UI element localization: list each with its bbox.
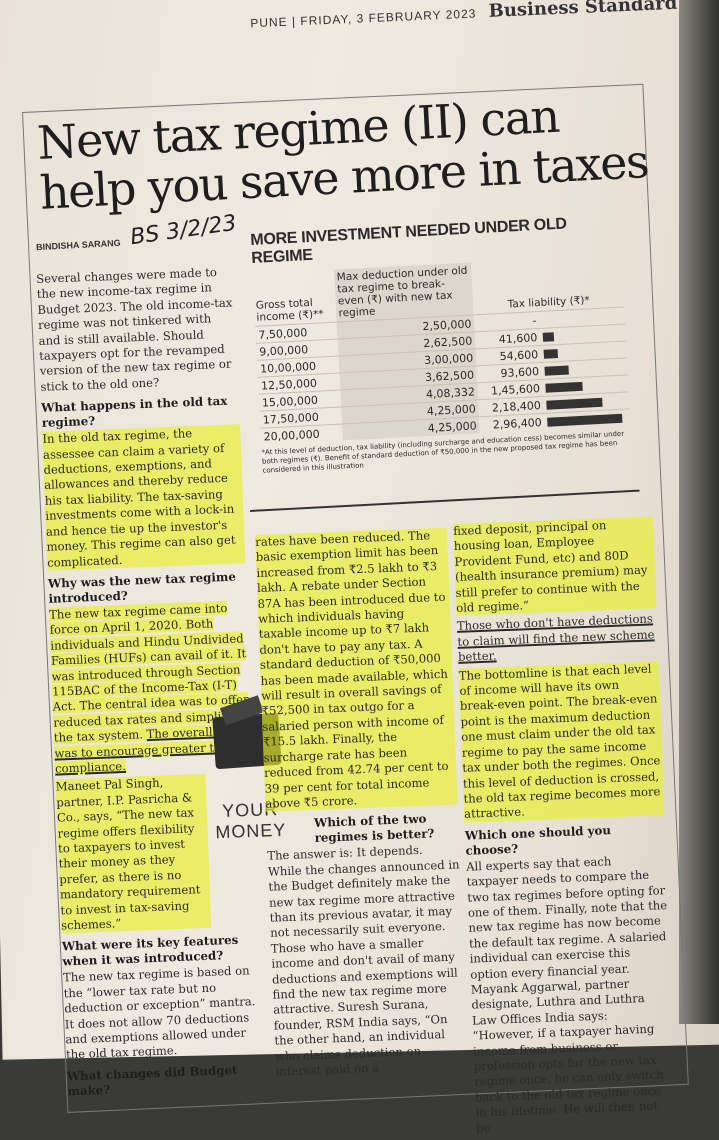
tax-bar-cell xyxy=(544,409,630,430)
masthead-city: PUNE xyxy=(250,15,288,31)
income-cell: 20,00,000 xyxy=(260,424,343,445)
header-deduction: Max deduction under old tax regime to br… xyxy=(334,262,474,322)
data-table: MORE INVESTMENT NEEDED UNDER OLD REGIME … xyxy=(250,212,642,476)
background-edge xyxy=(679,0,719,1024)
paragraph: rates have been reduced. The basic exemp… xyxy=(255,528,458,812)
subhead: Which of the two regimes is better? xyxy=(314,811,459,847)
paragraph: The new tax regime is based on the “lowe… xyxy=(63,963,264,1063)
column-2: rates have been reduced. The basic exemp… xyxy=(255,528,468,1083)
intro-paragraph: Several changes were made to the new inc… xyxy=(36,264,239,395)
paragraph: The bottomline is that each level of inc… xyxy=(459,661,665,823)
header-income: Gross total income (₹)** xyxy=(252,270,337,327)
tax-bar xyxy=(543,332,554,342)
underlined-paragraph: Those who don't have deductions to claim… xyxy=(457,612,659,666)
quote-paragraph: Maneet Pal Singh, partner, I.P. Pasricha… xyxy=(56,774,212,934)
tax-bar xyxy=(544,349,558,359)
subhead: What changes did Budget make? xyxy=(67,1062,266,1100)
paragraph: The answer is: It depends. While the cha… xyxy=(267,842,468,1080)
tax-cell: 2,96,400 xyxy=(479,413,545,433)
tax-bar xyxy=(546,381,583,392)
paragraph: fixed deposit, principal on housing loan… xyxy=(453,516,656,616)
tax-bar xyxy=(547,413,622,426)
header-tax: Tax liability (₹)* xyxy=(471,255,624,315)
tax-table: Gross total income (₹)** Max deduction u… xyxy=(252,255,630,445)
tax-bar xyxy=(545,365,569,375)
paragraph: In the old tax regime, the assessee can … xyxy=(42,425,245,571)
tax-bar xyxy=(547,397,603,409)
column-3: fixed deposit, principal on housing loan… xyxy=(453,516,677,1139)
paragraph: All experts say that each taxpayer needs… xyxy=(466,852,676,1137)
column-1: Several changes were made to the new inc… xyxy=(36,264,266,1100)
